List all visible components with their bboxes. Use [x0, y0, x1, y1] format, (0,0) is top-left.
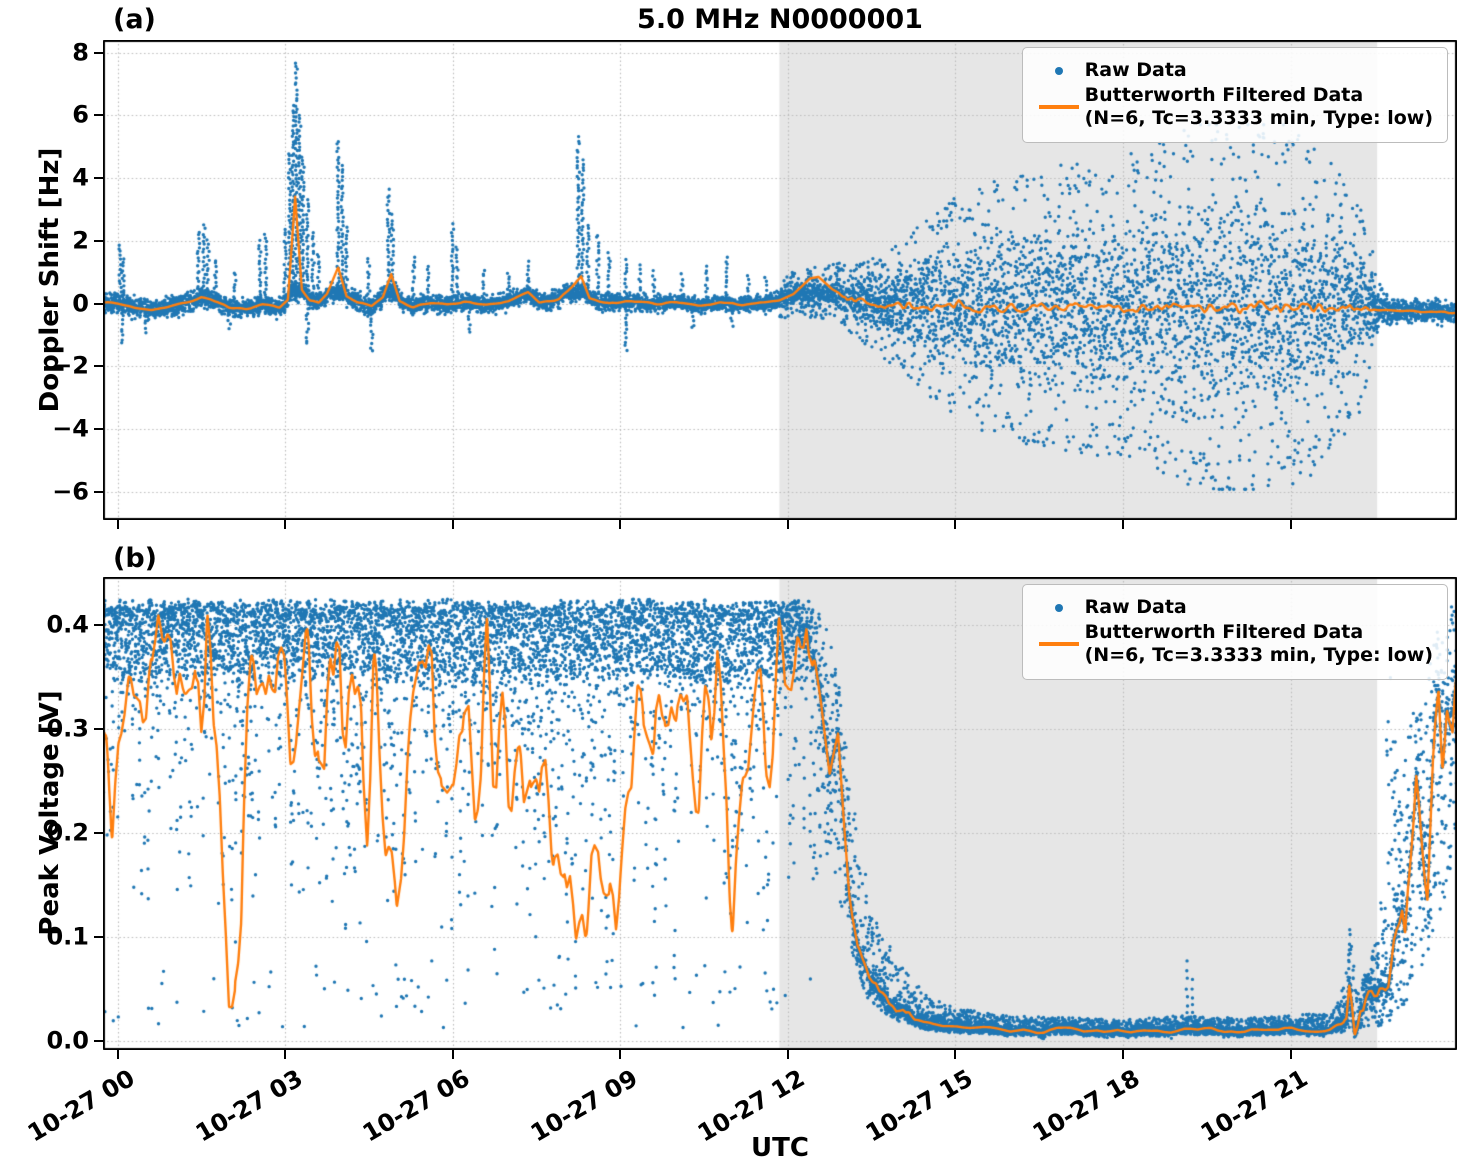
y-tick-label: 0 — [72, 288, 89, 317]
x-tick-mark — [284, 520, 287, 529]
y-tick-mark — [94, 935, 103, 938]
x-tick-mark — [786, 1050, 789, 1059]
y-tick-label: 0.0 — [46, 1026, 89, 1055]
x-tick-mark — [786, 520, 789, 529]
y-tick-label: −4 — [52, 414, 89, 443]
x-tick-label: 10-27 15 — [860, 1064, 978, 1148]
y-tick-mark — [94, 114, 103, 117]
y-tick-label: 0.1 — [46, 922, 89, 951]
y-tick-mark — [94, 1039, 103, 1042]
y-tick-mark — [94, 623, 103, 626]
x-tick-mark — [954, 1050, 957, 1059]
x-tick-label: 10-27 21 — [1195, 1064, 1313, 1148]
x-tick-mark — [1121, 1050, 1124, 1059]
y-tick-mark — [94, 490, 103, 493]
voltage-axes: Raw Data Butterworth Filtered Data (N=6, … — [103, 577, 1457, 1050]
x-tick-mark — [1289, 520, 1292, 529]
y-tick-mark — [94, 302, 103, 305]
y-tick-label: 2 — [72, 226, 89, 255]
doppler-axes: Raw Data Butterworth Filtered Data (N=6, … — [103, 40, 1457, 520]
legend-raw-label: Raw Data — [1084, 596, 1187, 618]
filtered-line-marker-icon — [1033, 105, 1085, 110]
legend-entry-raw: Raw Data — [1033, 59, 1433, 82]
x-tick-mark — [619, 520, 622, 529]
panel-label-a: (a) — [113, 4, 156, 35]
y-tick-mark — [94, 727, 103, 730]
y-tick-mark — [94, 831, 103, 834]
legend-filtered-line2: (N=6, Tc=3.3333 min, Type: low) — [1084, 107, 1433, 130]
x-tick-mark — [116, 520, 119, 529]
y-tick-mark — [94, 177, 103, 180]
legend-entry-filtered: Butterworth Filtered Data (N=6, Tc=3.3333… — [1033, 84, 1433, 130]
x-tick-mark — [1121, 520, 1124, 529]
x-tick-mark — [451, 1050, 454, 1059]
x-tick-mark — [284, 1050, 287, 1059]
y-tick-label: 8 — [72, 37, 89, 66]
x-tick-mark — [1289, 1050, 1292, 1059]
legend-filtered-line2: (N=6, Tc=3.3333 min, Type: low) — [1084, 644, 1433, 667]
x-tick-label: 10-27 09 — [525, 1064, 643, 1148]
y-tick-label: 0.2 — [46, 818, 89, 847]
y-tick-label: −2 — [52, 351, 89, 380]
x-tick-label: 10-27 00 — [22, 1064, 140, 1148]
legend-voltage: Raw Data Butterworth Filtered Data (N=6, … — [1021, 584, 1448, 680]
legend-raw-label: Raw Data — [1084, 59, 1187, 81]
legend-filtered-line1: Butterworth Filtered Data — [1084, 621, 1364, 644]
x-tick-mark — [116, 1050, 119, 1059]
x-tick-label: 10-27 06 — [358, 1064, 475, 1148]
x-tick-mark — [619, 1050, 622, 1059]
y-tick-mark — [94, 365, 103, 368]
x-tick-mark — [954, 520, 957, 529]
y-tick-label: 0.3 — [46, 714, 89, 743]
y-tick-mark — [94, 51, 103, 54]
legend-entry-raw: Raw Data — [1033, 596, 1433, 619]
y-tick-mark — [94, 428, 103, 431]
legend-filtered-label: Butterworth Filtered Data (N=6, Tc=3.3333… — [1085, 84, 1433, 130]
legend-filtered-label: Butterworth Filtered Data (N=6, Tc=3.3333… — [1085, 621, 1433, 667]
legend-entry-filtered: Butterworth Filtered Data (N=6, Tc=3.3333… — [1033, 621, 1433, 667]
raw-data-marker-icon — [1033, 66, 1085, 75]
x-tick-mark — [451, 520, 454, 529]
filtered-line-marker-icon — [1033, 642, 1085, 647]
x-axis-label: UTC — [751, 1133, 809, 1163]
panel-label-b: (b) — [113, 543, 158, 574]
raw-data-marker-icon — [1033, 603, 1085, 612]
y-tick-label: −6 — [52, 477, 89, 506]
y-tick-label: 4 — [72, 163, 89, 192]
legend-filtered-line1: Butterworth Filtered Data — [1084, 84, 1364, 107]
x-tick-label: 10-27 18 — [1028, 1064, 1145, 1148]
chart-title: 5.0 MHz N0000001 — [637, 4, 923, 35]
y-tick-label: 6 — [72, 100, 89, 129]
y-tick-label: 0.4 — [46, 610, 89, 639]
legend-doppler: Raw Data Butterworth Filtered Data (N=6, … — [1021, 47, 1448, 143]
y-tick-mark — [94, 239, 103, 242]
x-tick-label: 10-27 03 — [190, 1064, 308, 1148]
